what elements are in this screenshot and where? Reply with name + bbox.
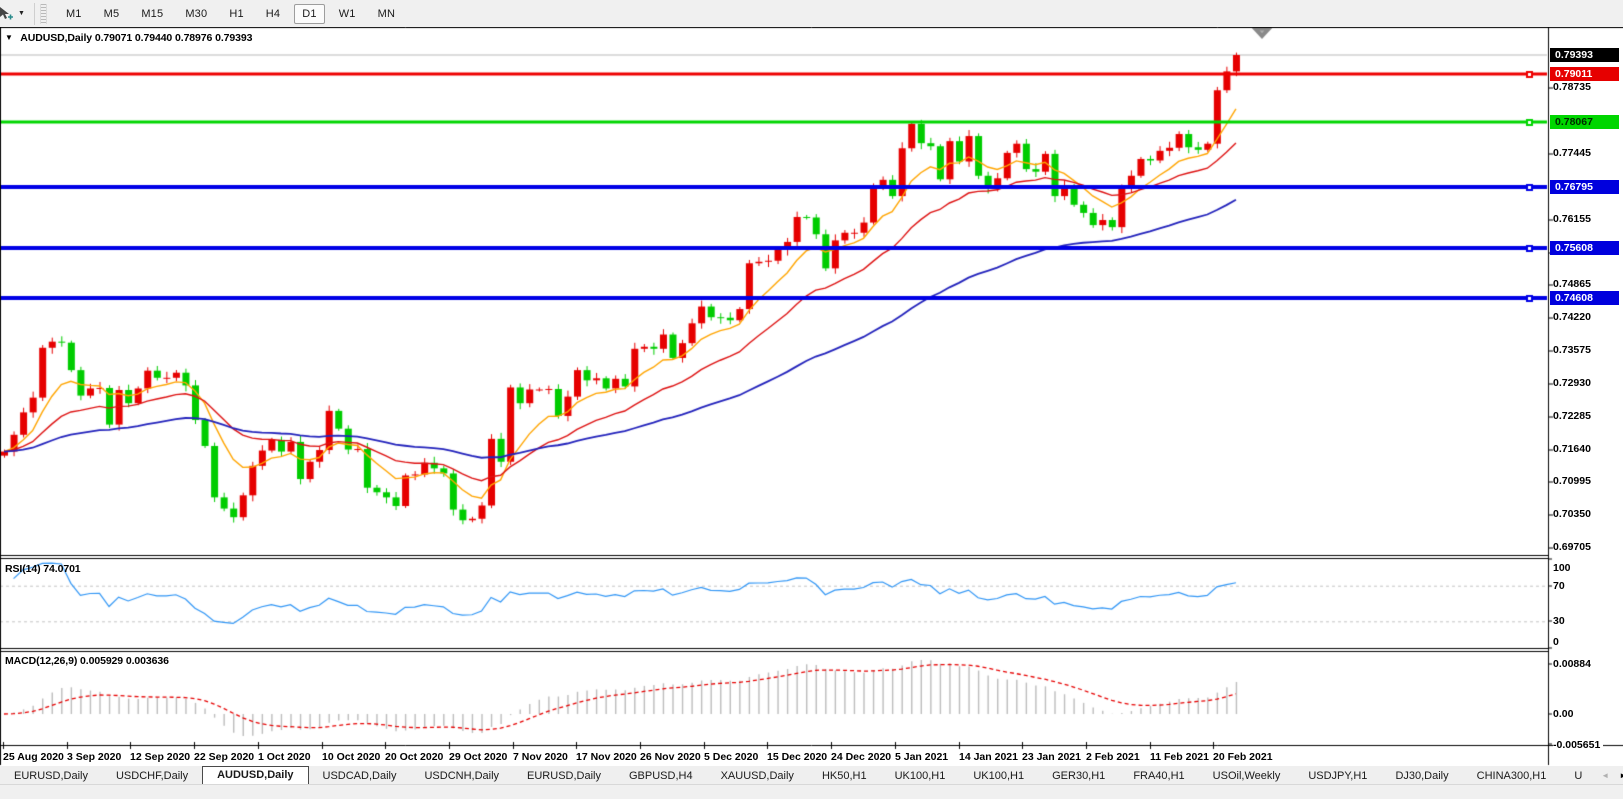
price-tick: 0.69705	[1553, 541, 1591, 553]
date-label: 20 Feb 2021	[1213, 751, 1273, 763]
price-tick: 0.71640	[1553, 443, 1591, 455]
price-tick: 0.77445	[1553, 147, 1591, 159]
timeframe-w1[interactable]: W1	[331, 4, 364, 24]
tab-usdcad-daily[interactable]: USDCAD,Daily	[322, 770, 397, 782]
price-tick: 0.78735	[1553, 81, 1591, 93]
tab-usoil-weekly[interactable]: USOil,Weekly	[1212, 770, 1281, 782]
rsi-indicator-label: RSI(14) 74.0701	[5, 563, 81, 575]
price-badge-line: 0.74608	[1550, 291, 1619, 305]
date-label: 10 Oct 2020	[322, 751, 381, 763]
tab-china300-h1[interactable]: CHINA300,H1	[1476, 770, 1547, 782]
date-label: 26 Nov 2020	[640, 751, 701, 763]
date-label: 24 Dec 2020	[831, 751, 892, 763]
tab-xauusd-daily[interactable]: XAUUSD,Daily	[720, 770, 794, 782]
symbol-menu-icon[interactable]: ▼	[5, 33, 13, 42]
price-tick: 0.72285	[1553, 410, 1591, 422]
tab-scroll-left-icon[interactable]: ◄	[1601, 770, 1610, 780]
timeframe-toolbar: ▼ M1 M5 M15 M30 H1 H4 D1 W1 MN	[0, 0, 1623, 27]
rsi-level-label: 100	[1553, 562, 1574, 574]
price-badge-line: 0.76795	[1550, 180, 1619, 194]
ohlc-open: 0.79071	[94, 32, 133, 44]
timeframe-m1[interactable]: M1	[58, 4, 90, 24]
timeframe-m15[interactable]: M15	[133, 4, 171, 24]
ohlc-close: 0.79393	[215, 32, 253, 44]
price-tick: 0.70350	[1553, 508, 1591, 520]
price-badge-current: 0.79393	[1550, 48, 1619, 62]
price-badge-line: 0.78067	[1550, 115, 1619, 129]
price-tick: 0.70995	[1553, 475, 1591, 487]
macd-level-label: 0.00	[1553, 708, 1577, 720]
timeframe-h4[interactable]: H4	[258, 4, 288, 24]
tab-gbpusd-h4[interactable]: GBPUSD,H4	[629, 770, 693, 782]
price-tick: 0.72930	[1553, 377, 1591, 389]
date-label: 5 Jan 2021	[895, 751, 949, 763]
tab-uk100-h1[interactable]: UK100,H1	[894, 770, 946, 782]
date-label: 2 Feb 2021	[1086, 751, 1140, 763]
tab-audusd-daily[interactable]: AUDUSD,Daily	[202, 766, 309, 784]
price-tick: 0.73575	[1553, 344, 1591, 356]
date-label: 20 Oct 2020	[385, 751, 444, 763]
date-label: 15 Dec 2020	[767, 751, 828, 763]
chart-symbol-period: AUDUSD,Daily	[20, 32, 92, 44]
timeframe-mn[interactable]: MN	[370, 4, 404, 24]
ohlc-low: 0.78976	[175, 32, 213, 44]
chart-area: ▼ AUDUSD,Daily 0.79071 0.79440 0.78976 0…	[0, 27, 1623, 766]
macd-level-label: -0.005651	[1553, 739, 1604, 751]
chart-canvas[interactable]	[0, 27, 1623, 766]
tab-overflow[interactable]: U	[1574, 770, 1583, 782]
date-label: 17 Nov 2020	[576, 751, 637, 763]
macd-level-label: 0.00884	[1553, 658, 1594, 670]
timeframe-d1[interactable]: D1	[294, 3, 325, 24]
tab-usdchf-daily[interactable]: USDCHF,Daily	[115, 770, 189, 782]
date-label: 29 Oct 2020	[449, 751, 508, 763]
date-label: 23 Jan 2021	[1022, 751, 1081, 763]
macd-indicator-label: MACD(12,26,9) 0.005929 0.003636	[5, 655, 169, 667]
rsi-level-label: 70	[1553, 580, 1568, 592]
price-tick: 0.74865	[1553, 278, 1591, 290]
date-label: 25 Aug 2020	[3, 751, 64, 763]
tab-scroll-arrows: ◄ ►	[1596, 766, 1623, 784]
chart-tab-bar: EURUSD,Daily USDCHF,Daily AUDUSD,Daily U…	[0, 766, 1623, 784]
rsi-level-label: 0	[1553, 636, 1562, 648]
tab-uk100-h1-2[interactable]: UK100,H1	[973, 770, 1025, 782]
date-label: 12 Sep 2020	[130, 751, 191, 763]
tab-usdjpy-h1[interactable]: USDJPY,H1	[1308, 770, 1368, 782]
timeframe-m5[interactable]: M5	[96, 4, 128, 24]
tab-eurusd-daily-2[interactable]: EURUSD,Daily	[527, 770, 601, 782]
chart-title: ▼ AUDUSD,Daily 0.79071 0.79440 0.78976 0…	[5, 32, 252, 44]
tab-dj30-daily[interactable]: DJ30,Daily	[1395, 770, 1449, 782]
timeframe-h1[interactable]: H1	[221, 4, 251, 24]
tab-hk50-h1[interactable]: HK50,H1	[821, 770, 867, 782]
price-badge-line: 0.75608	[1550, 241, 1619, 255]
crosshair-cursor-icon[interactable]	[0, 5, 16, 23]
ohlc-high: 0.79440	[134, 32, 173, 44]
date-label: 1 Oct 2020	[258, 751, 311, 763]
tab-eurusd-daily[interactable]: EURUSD,Daily	[14, 770, 88, 782]
tab-ger30-h1[interactable]: GER30,H1	[1052, 770, 1106, 782]
status-strip	[0, 784, 1623, 799]
date-label: 3 Sep 2020	[67, 751, 122, 763]
tab-usdcnh-daily[interactable]: USDCNH,Daily	[424, 770, 500, 782]
tab-scroll-right-icon[interactable]: ►	[1614, 771, 1623, 780]
date-label: 7 Nov 2020	[513, 751, 568, 763]
tool-dropdown-icon[interactable]: ▼	[18, 10, 25, 17]
price-tick: 0.76155	[1553, 213, 1591, 225]
date-label: 11 Feb 2021	[1150, 751, 1209, 763]
date-label: 5 Dec 2020	[704, 751, 759, 763]
timeframe-m30[interactable]: M30	[177, 4, 215, 24]
price-tick: 0.74220	[1553, 311, 1591, 323]
price-badge-line: 0.79011	[1550, 67, 1619, 81]
tab-fra40-h1[interactable]: FRA40,H1	[1133, 770, 1185, 782]
date-label: 14 Jan 2021	[959, 751, 1018, 763]
toolbar-divider	[33, 2, 35, 25]
rsi-level-label: 30	[1553, 615, 1568, 627]
toolbar-grip[interactable]	[39, 3, 47, 24]
date-label: 22 Sep 2020	[194, 751, 255, 763]
